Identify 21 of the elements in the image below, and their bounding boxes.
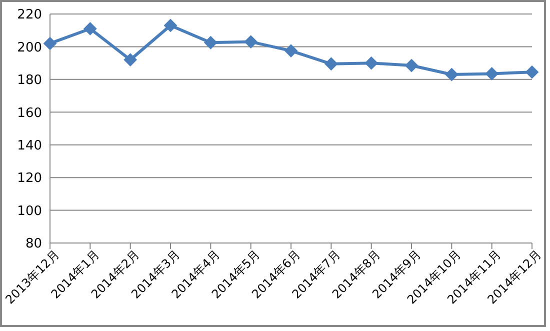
point [44,36,56,50]
point [364,56,378,70]
point [284,44,298,58]
y-tick-label: 100 [17,204,42,219]
y-tick-label: 140 [17,138,42,154]
y-tick-label: 80 [25,236,42,252]
point [324,57,338,70]
y-tick-label: 200 [17,40,42,56]
point [485,67,498,80]
y-tick-label: 180 [17,73,42,88]
y-tick-label: 220 [17,8,42,23]
point [405,59,418,72]
point [244,35,258,48]
y-tick-label: 120 [17,171,42,186]
point [124,53,137,66]
point [84,22,97,36]
point [526,66,538,79]
point [445,68,458,82]
point [164,18,177,32]
y-tick-label: 160 [17,106,42,121]
point [204,36,218,50]
